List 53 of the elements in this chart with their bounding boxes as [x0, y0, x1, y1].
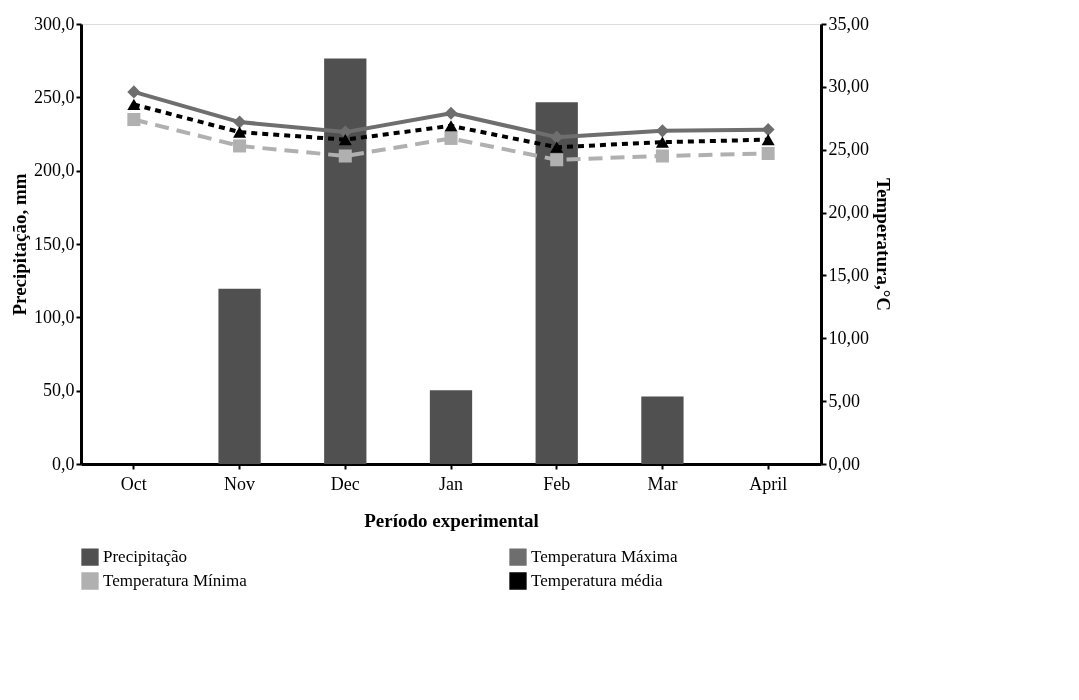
point [127, 113, 141, 127]
point [444, 106, 458, 120]
y2-tick-label: 0,00 [828, 453, 860, 474]
point [655, 149, 669, 163]
bar [535, 102, 578, 464]
point [761, 146, 775, 160]
y-tick-label: 100,0 [34, 306, 75, 327]
point [444, 120, 458, 132]
y2-tick-label: 30,00 [828, 76, 869, 97]
y-tick-label: 300,0 [34, 13, 75, 34]
y-tick-label: 250,0 [34, 86, 75, 107]
point [233, 115, 247, 129]
point [550, 153, 564, 167]
x-tick-label: Nov [224, 473, 256, 494]
point [233, 139, 247, 153]
point [127, 98, 141, 111]
y-tick-label: 150,0 [34, 233, 75, 254]
legend-label: Temperatura Mínima [103, 571, 248, 590]
x-tick-label: April [749, 473, 788, 494]
y-axis-title: Precipitação, mm [9, 173, 30, 316]
point [655, 124, 669, 138]
y2-tick-label: 20,00 [828, 202, 869, 223]
x-tick-label: Feb [543, 473, 571, 494]
y-tick-label: 0,0 [52, 453, 75, 474]
x-axis-title: Período experimental [364, 509, 539, 531]
bar [324, 58, 367, 464]
bar [218, 288, 261, 464]
legend-label: Temperatura média [531, 571, 663, 590]
x-tick-label: Dec [330, 473, 360, 494]
x-tick-label: Mar [647, 473, 678, 494]
bar [429, 390, 473, 464]
legend-label: Precipitação [103, 547, 188, 567]
y2-axis-title: Temperatura,°C [873, 177, 894, 312]
point [444, 131, 458, 145]
y2-tick-label: 10,00 [828, 327, 869, 348]
legend-label: Temperatura Máxima [531, 547, 678, 567]
point [761, 123, 775, 137]
y-tick-label: 50,0 [43, 380, 75, 401]
point [233, 126, 247, 138]
y-tick-label: 200,0 [34, 160, 75, 181]
bar [641, 396, 684, 464]
point [550, 141, 564, 153]
y2-tick-label: 15,00 [828, 264, 869, 285]
point [761, 134, 775, 146]
y2-tick-label: 25,00 [828, 139, 869, 160]
point [338, 134, 352, 146]
point [655, 136, 669, 148]
x-tick-label: Jan [439, 473, 463, 494]
point [338, 149, 352, 163]
y2-tick-label: 35,00 [828, 13, 869, 34]
x-tick-label: Oct [120, 473, 147, 494]
y2-tick-label: 5,00 [828, 390, 860, 411]
point [127, 85, 141, 99]
